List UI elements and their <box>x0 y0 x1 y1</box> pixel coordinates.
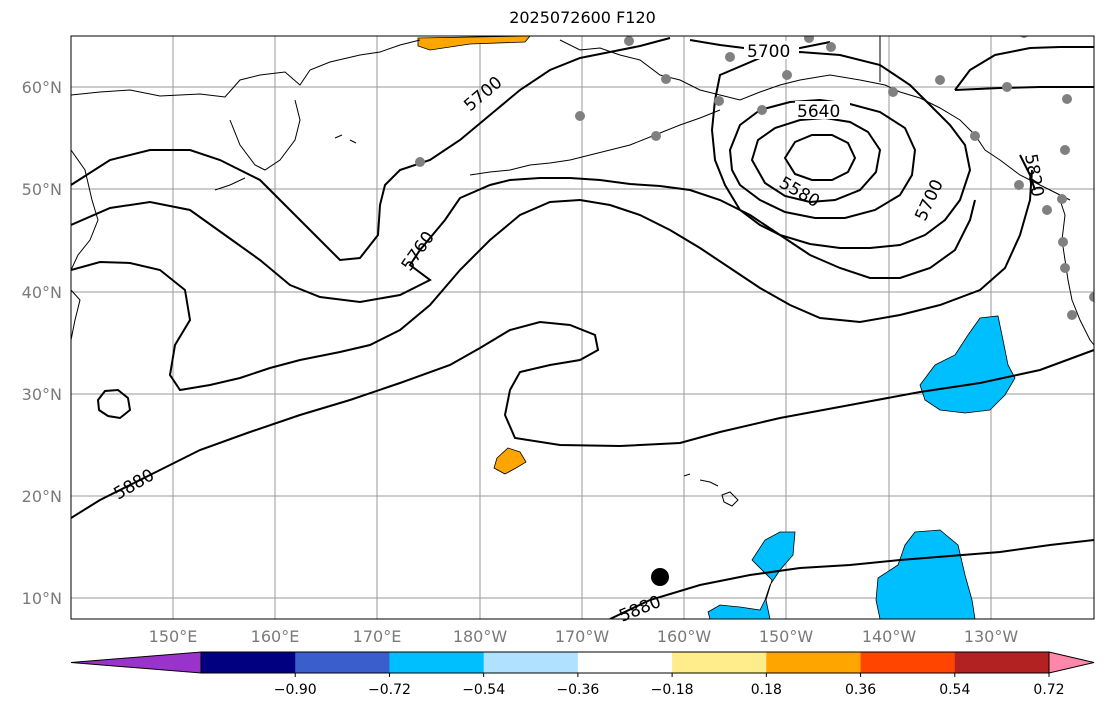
station-marker <box>624 36 634 46</box>
lat-label: 10°N <box>22 589 62 608</box>
lon-label: 160°E <box>251 627 300 646</box>
lon-label: 180°W <box>453 627 508 646</box>
lat-label: 30°N <box>22 385 62 404</box>
colorbar-segment <box>672 652 767 673</box>
colorbar-extend-high <box>1048 651 1095 674</box>
station-marker <box>826 42 836 52</box>
station-marker <box>1067 310 1077 320</box>
lat-label: 60°N <box>22 78 62 97</box>
lat-label: 40°N <box>22 283 62 302</box>
colorbar-tick-label: −0.54 <box>462 682 505 698</box>
colorbar-tick-label: 0.18 <box>751 682 782 698</box>
colorbar-segment <box>860 652 956 673</box>
station-marker <box>575 111 585 121</box>
station-marker <box>714 96 724 106</box>
station-marker <box>782 70 792 80</box>
colorbar-segment <box>954 652 1050 673</box>
colorbar-segment <box>483 652 579 673</box>
station-marker <box>725 52 735 62</box>
colorbar-tick-label: −0.72 <box>368 682 411 698</box>
colorbar-segment <box>577 652 673 673</box>
lon-label: 170°E <box>353 627 402 646</box>
colorbar-tick-label: −0.90 <box>274 682 317 698</box>
station-marker <box>804 36 814 43</box>
map-title: 2025072600 F120 <box>509 8 656 27</box>
colorbar-tick-label: −0.36 <box>556 682 599 698</box>
station-marker <box>757 105 767 115</box>
lon-label: 170°W <box>555 627 610 646</box>
lon-label: 130°W <box>964 627 1019 646</box>
lon-label: 150°E <box>149 627 198 646</box>
station-marker <box>415 157 425 167</box>
colorbar-extend-low <box>70 651 202 674</box>
colorbar-frame <box>200 651 1050 674</box>
colorbar-tick-label: 0.54 <box>939 682 970 698</box>
colorbar: −0.90 −0.72 −0.54 −0.36 −0.18 0.18 0.36 0.54 0.7… <box>70 651 1095 698</box>
latitude-labels: 10°N 20°N 30°N 40°N 50°N 60°N <box>22 78 62 608</box>
lon-label: 160°W <box>657 627 712 646</box>
positive-anomaly-fill <box>417 36 531 475</box>
colorbar-segment <box>389 652 485 673</box>
height-contours <box>71 37 1094 619</box>
colorbar-tick-label: −0.18 <box>651 682 694 698</box>
station-marker <box>888 87 898 97</box>
station-marker <box>1014 180 1024 190</box>
lon-label: 150°W <box>759 627 814 646</box>
station-marker <box>1057 194 1067 204</box>
lat-label: 20°N <box>22 487 62 506</box>
station-marker <box>1060 145 1070 155</box>
lon-label: 140°W <box>862 627 917 646</box>
station-marker <box>970 131 980 141</box>
station-marker <box>1060 263 1070 273</box>
contour-label: 5700 <box>747 42 790 62</box>
colorbar-tick-label: 0.36 <box>845 682 876 698</box>
station-marker <box>661 74 671 84</box>
station-marker <box>1058 237 1068 247</box>
colorbar-segment <box>766 652 862 673</box>
coastlines <box>71 36 1094 507</box>
storm-marker <box>651 568 669 586</box>
contour-label: 5640 <box>797 102 840 122</box>
map-frame <box>70 35 1095 620</box>
colorbar-tick-label: 0.72 <box>1033 682 1064 698</box>
station-marker <box>1089 292 1094 302</box>
station-marker <box>935 75 945 85</box>
colorbar-segment <box>295 652 390 673</box>
station-marker <box>1062 94 1072 104</box>
station-marker <box>1002 82 1012 92</box>
longitude-labels: 150°E 160°E 170°E 180°W 170°W 160°W 150°… <box>149 627 1019 646</box>
lat-label: 50°N <box>22 180 62 199</box>
colorbar-segment <box>201 652 296 673</box>
station-marker <box>1042 205 1052 215</box>
station-marker <box>651 131 661 141</box>
